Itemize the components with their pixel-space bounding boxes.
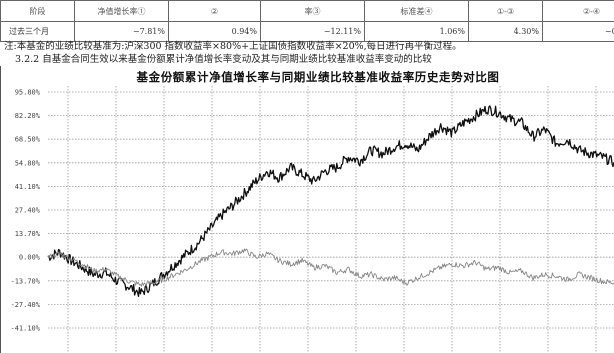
table-row: 过去三个月 −7.81% 0.94% −12.11% 1.06% 4.30% −… [0,21,614,42]
y-tick-label: -27.40% [10,301,40,309]
table-header-row: 阶段 净值增长率① ② 率③ 标准差④ ①-③ ②-④ [0,0,614,22]
y-tick-label: -13.70% [10,277,40,285]
header-cell-benchmark-std-bottom: 标准差④ [400,6,433,16]
y-tick-label: 68.50% [15,136,41,144]
chart-title: 基金份额累计净值增长率与同期业绩比较基准收益率历史走势对比图 [136,70,500,84]
y-tick-label: 95.80% [15,89,41,97]
series-line-1 [47,248,614,287]
row-benchmark-std: 1.06% [364,21,469,42]
y-tick-label: 13.70% [15,230,41,238]
y-tick-label: 0.00% [19,254,41,262]
header-cell-nav-std-bottom: ② [210,6,219,16]
benchmark-note: 注:本基金的业绩比较基准为:沪深300 指数收益率×80%+上证国债指数收益率×… [4,41,462,52]
row-diff-2-4: −0.12% [542,21,614,42]
header-cell-benchmark-return-bottom: 率③ [304,6,321,16]
row-period: 过去三个月 [0,21,75,42]
y-tick-label: 82.20% [15,112,41,120]
chart-area [0,66,614,353]
series-line-0 [47,105,614,298]
performance-table: 阶段 净值增长率① ② 率③ 标准差④ ①-③ ②-④ 过去三个月 −7.81%… [0,0,614,42]
y-tick-label: -41.10% [10,325,40,333]
y-tick-label: 41.10% [15,183,41,191]
y-tick-label: 54.80% [15,159,41,167]
section-heading: 3.2.2 自基金合同生效以来基金份额累计净值增长率变动及其与同期业绩比较基准收… [15,54,432,65]
y-tick-label: 27.40% [15,207,41,215]
